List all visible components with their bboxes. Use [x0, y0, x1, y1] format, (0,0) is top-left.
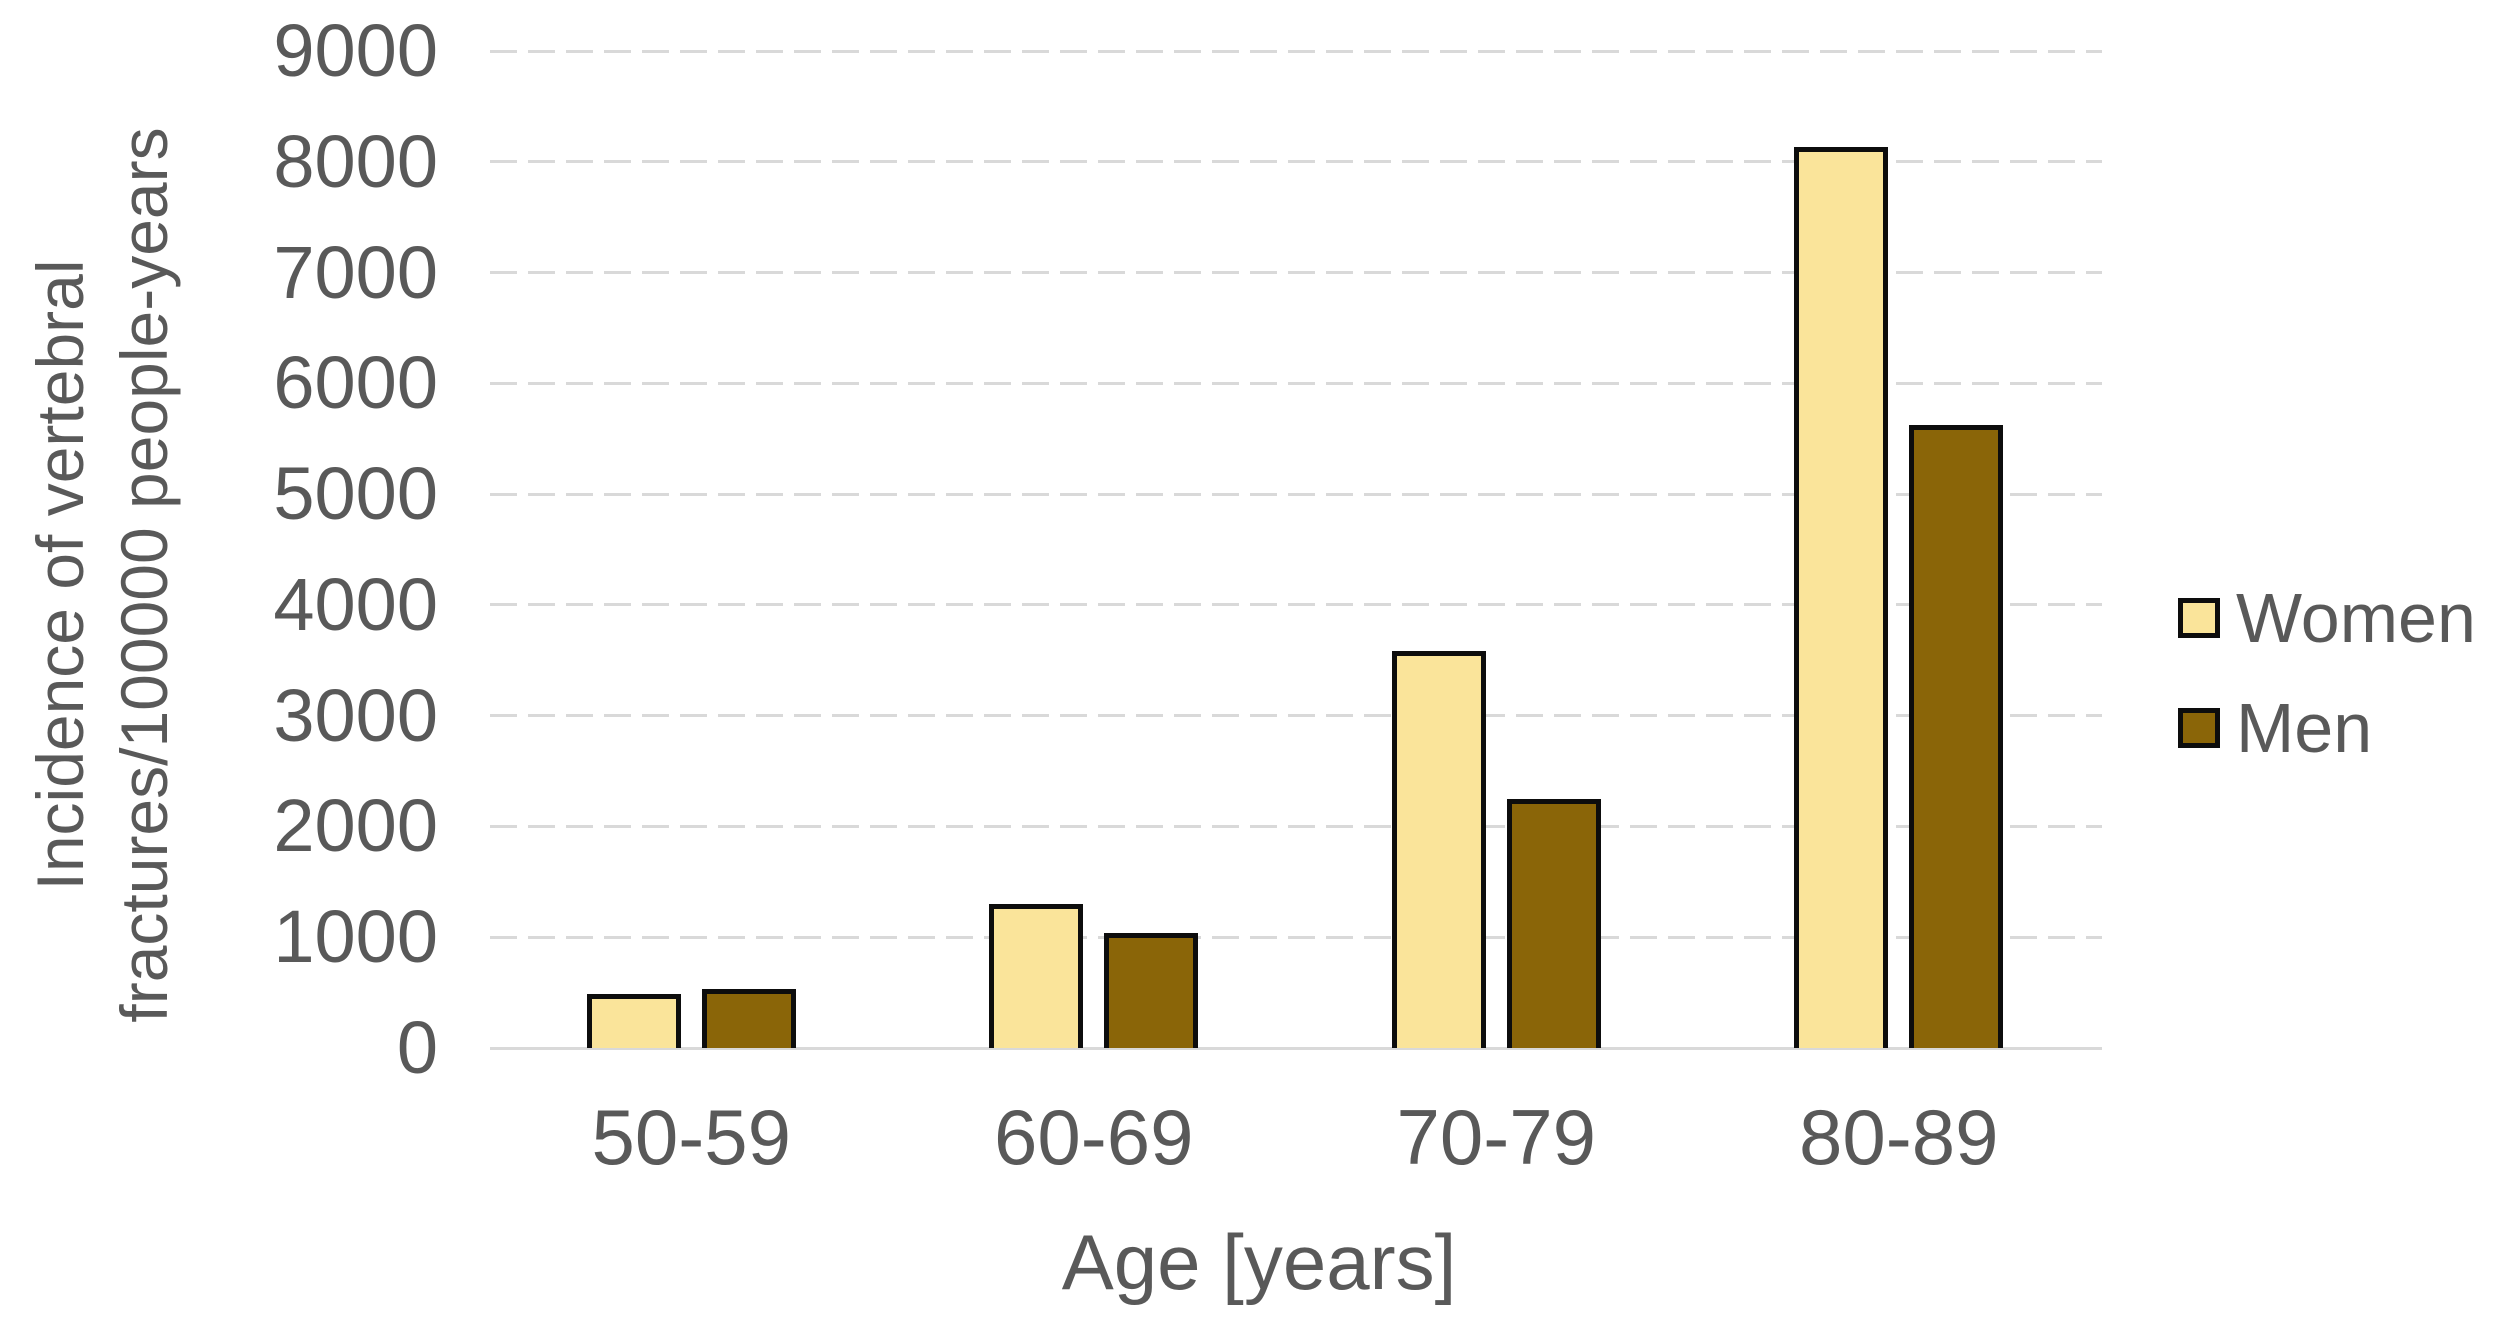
y-tick-label-3000: 3000: [273, 673, 438, 757]
bar-men-70-79[interactable]: [1506, 798, 1601, 1048]
legend-item-women[interactable]: Women: [2178, 583, 2476, 653]
x-tick-label-80-89: 80-89: [1799, 1093, 1999, 1181]
legend-swatch-women-icon: [2178, 598, 2220, 638]
bar-men-60-69[interactable]: [1104, 932, 1199, 1048]
gridline-8000: [490, 160, 2102, 164]
x-tick-label-60-69: 60-69: [994, 1093, 1194, 1181]
legend-item-men[interactable]: Men: [2178, 693, 2372, 763]
gridline-1000: [490, 935, 2102, 939]
bar-women-60-69[interactable]: [989, 903, 1084, 1048]
x-axis-title: Age [years]: [1061, 1218, 1457, 1306]
y-tick-label-1000: 1000: [273, 895, 438, 979]
y-tick-label-6000: 6000: [273, 341, 438, 425]
gridline-7000: [490, 271, 2102, 275]
y-tick-label-9000: 9000: [273, 9, 438, 92]
gridline-4000: [490, 603, 2102, 607]
gridline-3000: [490, 714, 2102, 718]
gridline-2000: [490, 824, 2102, 828]
x-axis-line: [490, 1047, 2102, 1050]
bar-men-50-59[interactable]: [701, 989, 796, 1048]
gridline-9000: [490, 49, 2102, 53]
bar-men-80-89[interactable]: [1909, 425, 2004, 1048]
gridline-6000: [490, 381, 2102, 385]
y-tick-label-8000: 8000: [273, 119, 438, 203]
legend-label-men: Men: [2236, 689, 2373, 767]
y-tick-label-0: 0: [396, 1006, 438, 1089]
y-tick-label-2000: 2000: [273, 784, 438, 868]
bar-women-70-79[interactable]: [1391, 651, 1486, 1048]
bar-women-50-59[interactable]: [586, 993, 681, 1048]
legend-label-women: Women: [2236, 579, 2476, 657]
x-tick-label-70-79: 70-79: [1396, 1093, 1597, 1181]
y-tick-label-7000: 7000: [273, 230, 438, 314]
y-tick-label-5000: 5000: [273, 452, 438, 536]
gridline-5000: [490, 492, 2102, 496]
legend-swatch-men-icon: [2178, 708, 2220, 748]
x-tick-label-50-59: 50-59: [591, 1093, 792, 1181]
y-tick-label-4000: 4000: [273, 562, 438, 646]
bar-women-80-89[interactable]: [1794, 147, 1889, 1048]
